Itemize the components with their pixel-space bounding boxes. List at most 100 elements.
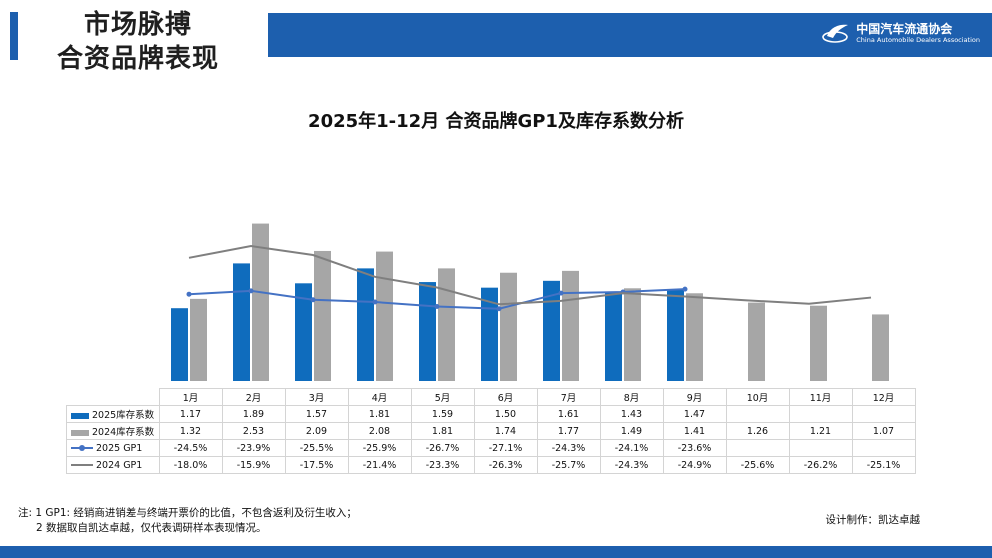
footer-band [0, 546, 992, 558]
title-accent-bar [10, 12, 18, 60]
data-label: 1.61 [536, 405, 601, 423]
data-label: -26.3% [473, 456, 538, 474]
legend-swatch-3 [71, 445, 93, 451]
data-label: 1.57 [284, 405, 349, 423]
data-label: 1.32 [158, 422, 223, 440]
bar-2024-7 [562, 270, 579, 381]
point-2025-gp1-3 [310, 297, 316, 303]
data-label: -25.9% [347, 439, 412, 457]
data-label: -17.5% [284, 456, 349, 474]
legend-marker-icon [79, 445, 85, 451]
data-label: -15.9% [221, 456, 286, 474]
legend-entry-4: 2024 GP1 [66, 456, 160, 474]
bar-2024-4 [376, 251, 393, 381]
data-label: 1.41 [662, 422, 727, 440]
month-label-9: 9月 [662, 388, 727, 406]
bar-2024-8 [624, 288, 641, 381]
point-2025-gp1-4 [372, 299, 378, 305]
data-label: 1.47 [662, 405, 727, 423]
legend-entry-2: 2024库存系数 [66, 422, 160, 440]
month-label-11: 11月 [788, 388, 853, 406]
bar-2024-11 [810, 305, 827, 381]
month-label-7: 7月 [536, 388, 601, 406]
data-table: 1月 2月 3月 4月 5月 6月 7月 8月 9月 10月 11月 12月 2025库存系数 1.17 1… [66, 388, 916, 474]
combo-chart [171, 223, 889, 381]
legend-swatch-2 [71, 429, 89, 436]
data-label [725, 405, 790, 423]
month-label-5: 5月 [410, 388, 475, 406]
table-corner [66, 388, 160, 406]
legend-swatch-4 [71, 464, 93, 466]
month-label-3: 3月 [284, 388, 349, 406]
point-2025-gp1-1 [186, 291, 192, 297]
page-title: 市场脉搏 合资品牌表现 [28, 8, 248, 76]
month-label-2: 2月 [221, 388, 286, 406]
data-label: 1.49 [599, 422, 664, 440]
data-label [725, 439, 790, 457]
page-title-line1: 市场脉搏 [83, 10, 192, 40]
bar-2024-2 [252, 223, 269, 381]
data-label: 1.81 [410, 422, 475, 440]
data-label: 2.08 [347, 422, 412, 440]
point-2025-gp1-6 [496, 306, 502, 312]
month-label-10: 10月 [725, 388, 790, 406]
data-label: -23.6% [662, 439, 727, 457]
data-label: -27.1% [473, 439, 538, 457]
data-label: 1.50 [473, 405, 538, 423]
data-label: 1.74 [473, 422, 538, 440]
month-label-8: 8月 [599, 388, 664, 406]
data-label: -24.9% [662, 456, 727, 474]
logo-text-cn: 中国汽车流通协会 [856, 22, 953, 36]
legend-label-4: 2024 GP1 [96, 459, 143, 471]
legend-entry-1: 2025库存系数 [66, 405, 160, 423]
bar-2024-9 [686, 293, 703, 381]
legend-label-1: 2025库存系数 [92, 410, 155, 421]
point-2025-gp1-9 [682, 286, 688, 292]
bar-2025-1 [171, 308, 188, 381]
bar-2025-6 [481, 287, 498, 381]
line-2024-gp1 [188, 245, 872, 306]
data-label: 1.21 [788, 422, 853, 440]
chart-title: 2025年1-12月 合资品牌GP1及库存系数分析 [308, 111, 684, 132]
month-label-6: 6月 [473, 388, 538, 406]
data-label: -24.3% [536, 439, 601, 457]
data-label: 1.77 [536, 422, 601, 440]
month-label-1: 1月 [158, 388, 223, 406]
table-row: 2025库存系数 1.17 1.89 1.57 1.81 1.59 1.50 1.61 1.43… [66, 405, 916, 423]
data-label: -26.2% [788, 456, 853, 474]
bar-2025-2 [233, 263, 250, 381]
data-label [851, 439, 916, 457]
data-label: 1.89 [221, 405, 286, 423]
data-label: -25.5% [284, 439, 349, 457]
bar-2024-3 [314, 250, 331, 381]
bar-2025-5 [419, 282, 436, 381]
bar-2024-5 [438, 268, 455, 381]
footnote-line2: 2 数据取自凯达卓越，仅代表调研样本表现情况。 [36, 522, 267, 534]
table-row: 2024库存系数 1.32 2.53 2.09 2.08 1.81 1.74 1.77 1.49… [66, 422, 916, 440]
data-label [851, 405, 916, 423]
cada-logo: 中国汽车流通协会 China Automobile Dealers Associ… [821, 22, 980, 46]
data-label: -25.1% [851, 456, 916, 474]
data-label: -26.7% [410, 439, 475, 457]
table-row: 2025 GP1 -24.5% -23.9% -25.5% -25.9% -26.7% -2… [66, 439, 916, 457]
bar-2025-8 [605, 292, 622, 381]
data-label: -23.3% [410, 456, 475, 474]
bar-2025-4 [357, 268, 374, 381]
month-label-12: 12月 [851, 388, 916, 406]
table-row: 2024 GP1 -18.0% -15.9% -17.5% -21.4% -23.3% -2… [66, 456, 916, 474]
bar-2025-7 [543, 280, 560, 381]
point-2025-gp1-2 [248, 288, 254, 294]
data-label: -25.6% [725, 456, 790, 474]
header-band: 中国汽车流通协会 China Automobile Dealers Associ… [268, 13, 992, 57]
cada-logo-icon [822, 24, 849, 43]
page-title-line2: 合资品牌表现 [56, 44, 219, 74]
legend-entry-3: 2025 GP1 [66, 439, 160, 457]
data-label: -25.7% [536, 456, 601, 474]
bar-2025-3 [295, 283, 312, 381]
data-label: -23.9% [221, 439, 286, 457]
data-label: 1.17 [158, 405, 223, 423]
data-label: -21.4% [347, 456, 412, 474]
footnote-line1: 注: 1 GP1: 经销商进销差与终端开票价的比值，不包含返利及衍生收入； [18, 507, 357, 519]
logo-text-en: China Automobile Dealers Association [856, 36, 980, 44]
data-label: 1.43 [599, 405, 664, 423]
